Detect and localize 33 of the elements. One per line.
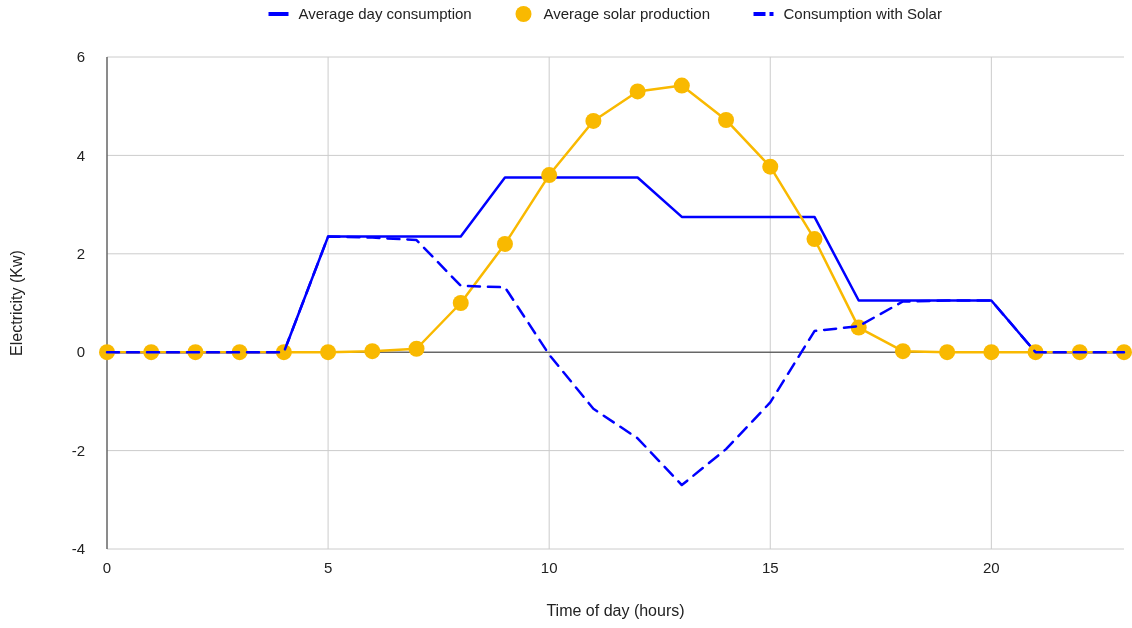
point [320, 344, 337, 361]
point [762, 158, 779, 175]
x-tick-label: 20 [983, 559, 1000, 576]
legend-label: Average solar production [543, 5, 710, 23]
y-tick-label: 4 [76, 146, 85, 164]
point [673, 77, 690, 94]
point [983, 344, 1000, 361]
point [408, 340, 425, 357]
x-tick-label: 0 [102, 559, 112, 576]
y-tick-label: -2 [71, 441, 85, 459]
point [452, 295, 469, 311]
point [629, 83, 646, 100]
point [99, 344, 115, 361]
x-tick-label: 5 [323, 559, 333, 576]
y-tick-label: 6 [76, 48, 85, 66]
legend-label: Average day consumption [298, 5, 472, 23]
point [496, 235, 513, 252]
point [939, 344, 956, 361]
y-tick-label: 0 [76, 343, 85, 361]
y-tick-label: -4 [71, 540, 85, 558]
y-axis-title: Electricity (Kw) [8, 250, 25, 356]
point [541, 167, 558, 184]
point [718, 111, 735, 128]
point [806, 231, 823, 248]
legend-label: Consumption with Solar [783, 5, 942, 23]
x-tick-label: 10 [540, 559, 558, 576]
point [1116, 344, 1132, 361]
y-tick-label: 2 [76, 245, 85, 263]
x-tick-label: 15 [761, 559, 779, 576]
x-axis-title: Time of day (hours) [546, 602, 685, 619]
point [894, 343, 911, 360]
point [364, 343, 381, 360]
point [585, 112, 602, 129]
